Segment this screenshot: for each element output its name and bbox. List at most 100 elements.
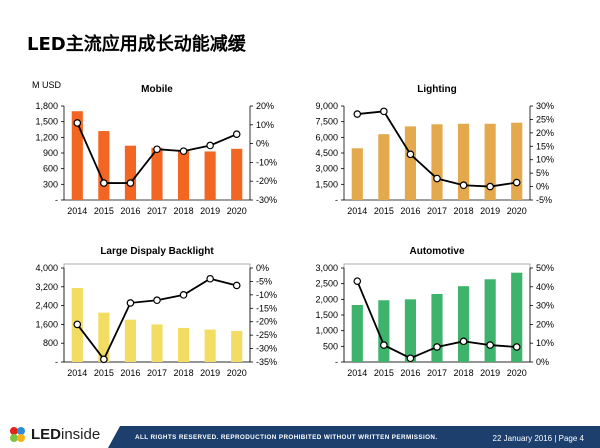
x-tick-label: 2014 — [347, 368, 367, 378]
bar — [351, 148, 363, 200]
growth-point — [486, 182, 494, 191]
right-tick-label: -5% — [256, 276, 272, 286]
right-tick-label: -15% — [256, 303, 277, 313]
left-tick-label: 800 — [43, 338, 58, 348]
slide-title: LED主流应用成长动能减缓 — [27, 34, 246, 55]
growth-point — [380, 107, 388, 116]
right-tick-label: 0% — [536, 182, 549, 192]
x-tick-label: 2017 — [147, 206, 167, 216]
growth-point — [206, 141, 214, 150]
right-tick-label: 20% — [256, 101, 274, 111]
right-tick-label: -30% — [256, 344, 277, 354]
left-tick-label: 600 — [43, 164, 58, 174]
left-tick-label: 1,800 — [35, 101, 58, 111]
x-tick-label: 2019 — [480, 368, 500, 378]
right-tick-label: -30% — [256, 195, 277, 205]
x-tick-label: 2014 — [67, 206, 87, 216]
right-tick-label: 30% — [536, 101, 554, 111]
bar — [98, 131, 110, 200]
left-tick-label: 1,500 — [315, 179, 338, 189]
chart-svg: Automotive - 500 1,000 1,500 2,000 2,500 3,000 0… — [315, 246, 554, 378]
chart-mobile: Mobile - 300 600 900 1,200 1,500 1,800 -30% -20% -… — [20, 80, 300, 240]
left-tick-label: 1,500 — [35, 117, 58, 127]
x-tick-label: 2018 — [174, 206, 194, 216]
left-tick-label: - — [55, 357, 58, 367]
bar — [511, 122, 523, 200]
left-tick-label: 7,500 — [315, 117, 338, 127]
x-tick-label: 2016 — [120, 368, 140, 378]
growth-point — [126, 299, 135, 307]
bar — [431, 294, 443, 362]
bar — [457, 123, 470, 200]
right-tick-label: -35% — [256, 357, 277, 367]
x-tick-label: 2018 — [454, 368, 474, 378]
growth-point — [433, 174, 441, 183]
growth-point — [153, 145, 161, 154]
right-tick-label: -5% — [536, 195, 552, 205]
growth-point — [353, 110, 362, 118]
bar — [151, 324, 163, 362]
left-tick-label: - — [335, 195, 338, 205]
bar — [124, 145, 137, 200]
growth-point — [512, 178, 521, 187]
x-tick-label: 2020 — [507, 368, 527, 378]
x-tick-label: 2016 — [120, 206, 140, 216]
x-tick-label: 2019 — [200, 206, 220, 216]
x-tick-label: 2017 — [427, 368, 447, 378]
bar — [231, 148, 243, 200]
x-tick-label: 2017 — [147, 368, 167, 378]
unit-label: M USD — [32, 80, 61, 90]
x-tick-label: 2014 — [67, 368, 87, 378]
growth-point — [512, 343, 521, 351]
bar — [124, 319, 137, 362]
chart-backlight: Large Dispaly Backlight - 800 1,600 2,400 3,2… — [20, 242, 300, 402]
bar — [98, 312, 110, 362]
bar — [484, 279, 496, 362]
growth-point — [353, 277, 362, 285]
x-tick-label: 2015 — [374, 368, 394, 378]
ledinside-logo[interactable]: LEDinside — [8, 424, 118, 446]
left-tick-label: 3,200 — [35, 282, 58, 292]
growth-point — [380, 341, 388, 349]
logo-text: LEDinside — [31, 426, 101, 443]
right-tick-label: -10% — [256, 290, 277, 300]
x-tick-label: 2019 — [480, 206, 500, 216]
right-tick-label: 20% — [536, 319, 554, 329]
bar — [71, 111, 83, 200]
bar — [404, 126, 417, 200]
growth-point — [433, 343, 441, 351]
x-tick-label: 2020 — [507, 206, 527, 216]
left-tick-label: 1,500 — [315, 310, 338, 320]
right-tick-label: 10% — [536, 155, 554, 165]
growth-point — [232, 130, 241, 139]
chart-lighting: Lighting - 1,500 3,000 4,500 6,000 7,500 9,000 -… — [300, 80, 580, 240]
bar — [404, 299, 417, 362]
x-tick-label: 2016 — [400, 206, 420, 216]
growth-point — [406, 354, 415, 363]
right-tick-label: 15% — [536, 141, 554, 151]
right-tick-label: -20% — [256, 317, 277, 327]
left-tick-label: 2,000 — [315, 294, 338, 304]
growth-point — [486, 341, 494, 349]
bar — [378, 300, 390, 362]
left-tick-label: 4,500 — [315, 148, 338, 158]
growth-point — [153, 296, 161, 305]
right-tick-label: 0% — [256, 263, 269, 273]
growth-point — [73, 320, 82, 329]
x-tick-label: 2019 — [200, 368, 220, 378]
bar — [431, 124, 443, 200]
right-tick-label: 5% — [536, 168, 549, 178]
left-tick-label: 4,000 — [35, 263, 58, 273]
left-tick-label: 2,500 — [315, 279, 338, 289]
left-tick-label: 2,400 — [35, 301, 58, 311]
growth-point — [406, 150, 415, 159]
right-tick-label: 20% — [536, 128, 554, 138]
footer-date-page: 22 January 2016 | Page 4 — [492, 434, 584, 443]
bar — [204, 151, 216, 200]
chart-title: Large Dispaly Backlight — [100, 246, 214, 257]
growth-point — [232, 281, 241, 290]
growth-point — [126, 179, 135, 187]
left-tick-label: 3,000 — [315, 164, 338, 174]
growth-point — [73, 119, 82, 127]
chart-title: Lighting — [417, 84, 456, 95]
